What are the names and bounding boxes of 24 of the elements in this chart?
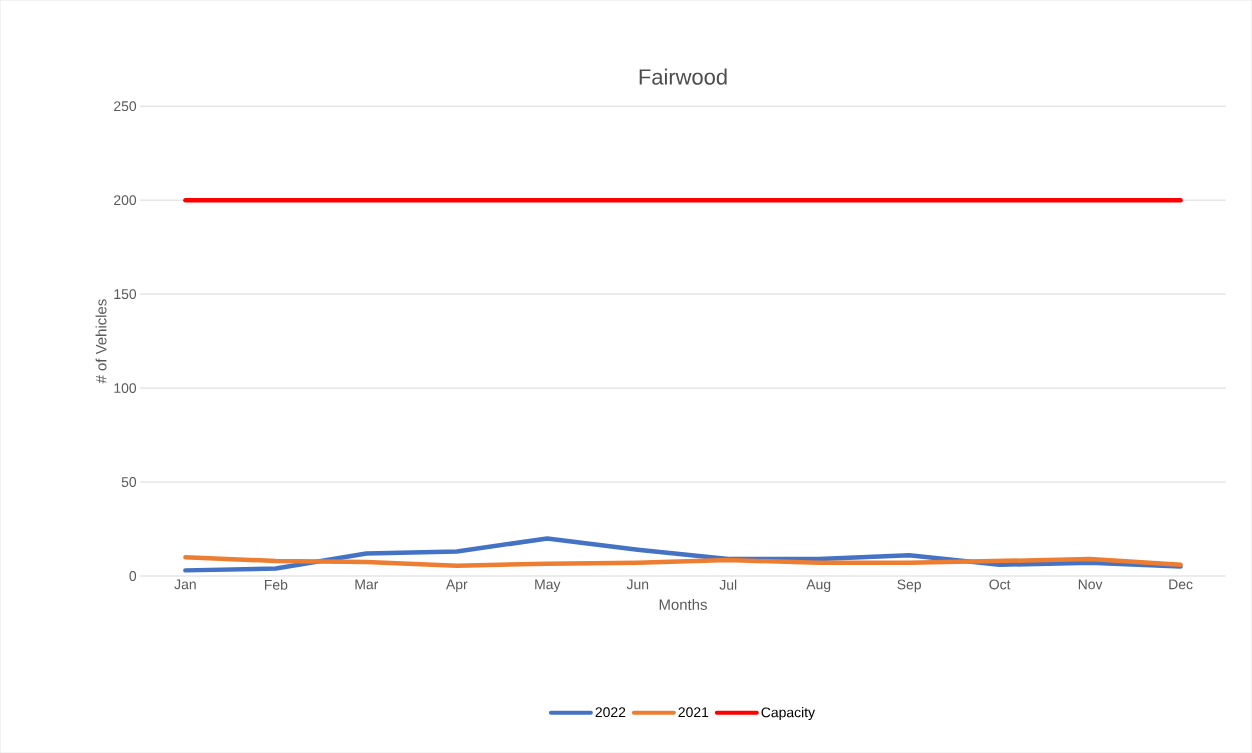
x-tick-label: May <box>535 579 561 592</box>
x-tick-label: Apr <box>445 579 468 592</box>
y-tick-label: 50 <box>121 477 137 487</box>
x-tick-label: Mar <box>355 579 379 590</box>
legend-label: 2021 <box>678 707 709 718</box>
x-tick-label: Feb <box>264 579 288 590</box>
y-tick-label: 100 <box>114 383 137 393</box>
x-tick-label: Aug <box>806 579 831 592</box>
y-axis-title: # of Vehicles <box>95 299 107 384</box>
y-tick-label: 0 <box>129 570 137 581</box>
x-tick-label: Nov <box>1078 579 1103 590</box>
x-tick-label: Oct <box>989 579 1011 590</box>
x-tick-label: Jan <box>174 579 196 590</box>
chart-title: Fairwood <box>639 68 727 85</box>
x-axis-title: Months <box>659 598 707 610</box>
y-tick-label: 150 <box>114 289 137 299</box>
y-tick-label: 200 <box>114 195 137 205</box>
x-tick-label: Sep <box>897 579 921 593</box>
x-tick-label: Jun <box>626 579 649 590</box>
x-tick-label: Jul <box>719 579 737 590</box>
legend-label: 2022 <box>595 707 626 718</box>
x-tick-label: Dec <box>1169 579 1193 590</box>
y-tick-label: 250 <box>114 101 137 112</box>
legend-label: Capacity <box>761 706 816 720</box>
